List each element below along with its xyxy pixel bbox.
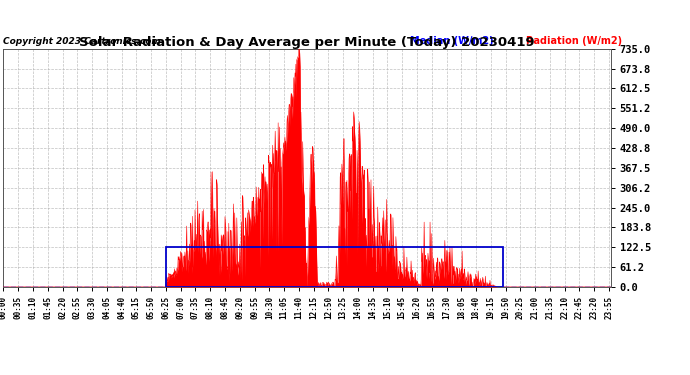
Text: Median (W/m2): Median (W/m2) xyxy=(411,36,494,46)
Title: Solar Radiation & Day Average per Minute (Today) 20230419: Solar Radiation & Day Average per Minute… xyxy=(79,36,535,49)
Bar xyxy=(166,247,504,287)
Text: Copyright 2023 Cartronics.com: Copyright 2023 Cartronics.com xyxy=(3,38,161,46)
Text: Radiation (W/m2): Radiation (W/m2) xyxy=(526,36,622,46)
